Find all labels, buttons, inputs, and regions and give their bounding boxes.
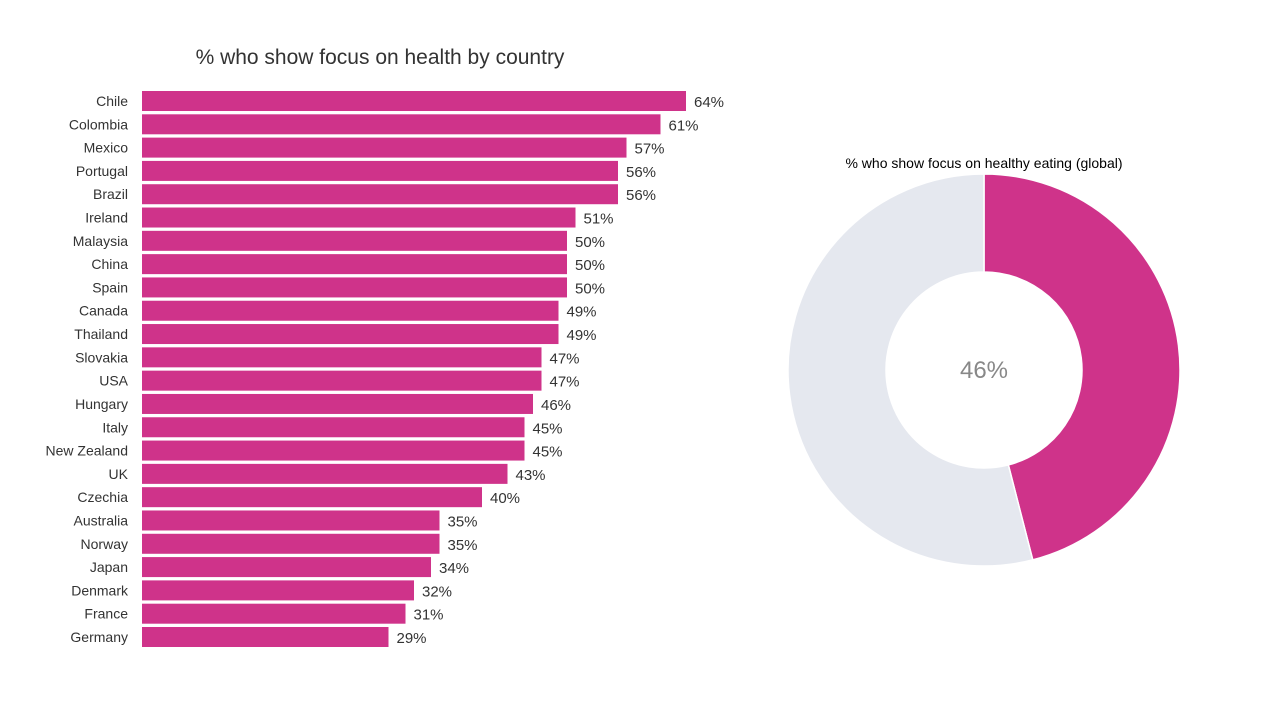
data-label: 46% — [541, 397, 571, 414]
data-label: 49% — [567, 327, 597, 344]
category-label: Brazil — [93, 186, 128, 202]
data-label: 40% — [490, 490, 520, 507]
bar — [142, 533, 440, 554]
data-label: 29% — [397, 630, 427, 647]
data-label: 64% — [694, 94, 724, 111]
data-label: 35% — [448, 513, 478, 530]
category-label: Mexico — [84, 140, 129, 156]
category-label: Germany — [70, 629, 128, 645]
donut-chart — [787, 173, 1181, 567]
bar — [142, 510, 440, 531]
category-label: Ireland — [85, 210, 128, 226]
data-label: 56% — [626, 164, 656, 181]
donut-center-label: 46% — [960, 357, 1008, 384]
data-label: 61% — [669, 117, 699, 134]
bar — [142, 277, 567, 298]
data-label: 35% — [448, 537, 478, 554]
bar — [142, 580, 414, 601]
bar — [142, 603, 406, 624]
category-label: Chile — [96, 93, 128, 109]
bar — [142, 393, 533, 414]
bar — [142, 557, 431, 578]
data-label: 47% — [550, 350, 580, 367]
category-label: Portugal — [76, 163, 128, 179]
category-label: Slovakia — [75, 349, 128, 365]
bar — [142, 184, 618, 205]
category-label: USA — [99, 373, 128, 389]
donut-chart-title: % who show focus on healthy eating (glob… — [845, 155, 1123, 171]
bar — [142, 417, 525, 438]
bar — [142, 487, 482, 508]
bar — [142, 91, 686, 111]
bar — [142, 627, 389, 647]
bar — [142, 230, 567, 251]
data-label: 43% — [516, 467, 546, 484]
bar — [142, 370, 542, 391]
data-label: 47% — [550, 374, 580, 391]
data-label: 45% — [533, 444, 563, 461]
category-label: Japan — [90, 559, 128, 575]
data-label: 45% — [533, 420, 563, 437]
category-label: Malaysia — [73, 233, 128, 249]
data-label: 49% — [567, 304, 597, 321]
bar — [142, 114, 661, 135]
bar-chart: Chile 64% Colombia 61% Mexico 57% Portugal 56% B… — [46, 91, 724, 647]
bar — [142, 207, 576, 228]
data-label: 32% — [422, 583, 452, 600]
bar — [142, 137, 627, 158]
bar — [142, 160, 618, 181]
data-label: 50% — [575, 280, 605, 297]
bar — [142, 463, 508, 484]
data-label: 50% — [575, 234, 605, 251]
bar — [142, 300, 559, 321]
category-label: Thailand — [74, 326, 128, 342]
category-label: Spain — [92, 279, 128, 295]
category-label: Czechia — [77, 489, 128, 505]
donut-slice — [787, 173, 1034, 567]
category-label: UK — [109, 466, 129, 482]
data-label: 31% — [414, 607, 444, 624]
bar — [142, 324, 559, 345]
bar-chart-title: % who show focus on health by country — [195, 46, 565, 69]
category-label: New Zealand — [46, 443, 129, 459]
category-label: Norway — [81, 536, 128, 552]
category-label: Canada — [79, 303, 128, 319]
data-label: 56% — [626, 187, 656, 204]
category-label: Hungary — [75, 396, 128, 412]
bar — [142, 440, 525, 461]
data-label: 34% — [439, 560, 469, 577]
category-label: China — [91, 256, 128, 272]
data-label: 50% — [575, 257, 605, 274]
donut-slice — [983, 173, 1181, 561]
category-label: France — [84, 606, 128, 622]
data-label: 51% — [584, 211, 614, 228]
category-label: Colombia — [69, 116, 128, 132]
category-label: Italy — [102, 419, 128, 435]
bar — [142, 347, 542, 368]
data-label: 57% — [635, 141, 665, 158]
bar — [142, 254, 567, 275]
category-label: Denmark — [71, 582, 129, 598]
category-label: Australia — [74, 512, 129, 528]
